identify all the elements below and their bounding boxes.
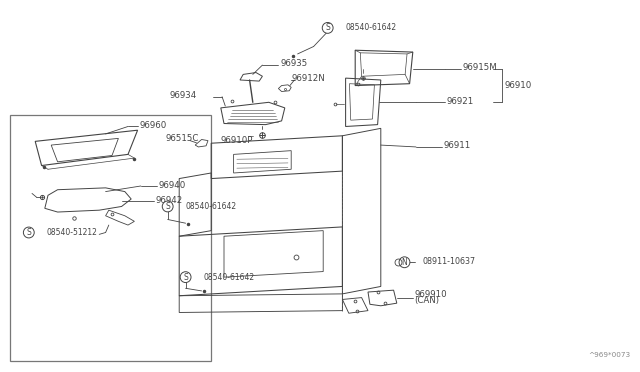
Text: 96940: 96940 [159,181,186,190]
Text: 96915M: 96915M [463,63,497,72]
Text: S: S [26,228,31,237]
Text: S: S [165,202,170,211]
Text: 96911: 96911 [444,141,471,150]
Text: S: S [325,23,330,32]
Text: 96910P: 96910P [221,136,253,145]
Text: 96515C: 96515C [165,134,198,143]
Text: 96960: 96960 [140,121,167,130]
Text: 08911-10637: 08911-10637 [422,257,476,266]
Text: S: S [183,273,188,282]
Text: N: N [402,258,407,267]
Text: ^969*0073: ^969*0073 [588,352,630,358]
Text: 96934: 96934 [170,91,197,100]
Text: 08540-61642: 08540-61642 [186,202,237,211]
Text: 96912N: 96912N [291,74,325,83]
Text: 96921: 96921 [447,97,474,106]
Text: 08540-51212: 08540-51212 [47,228,97,237]
Text: 969910: 969910 [415,290,447,299]
Text: 08540-61642: 08540-61642 [204,273,255,282]
Bar [10,115,211,361]
Text: (CAN): (CAN) [415,296,440,305]
Text: 96910: 96910 [504,81,532,90]
Text: 08540-61642: 08540-61642 [346,23,397,32]
Text: 96942: 96942 [156,196,183,205]
Text: 96935: 96935 [280,60,308,68]
